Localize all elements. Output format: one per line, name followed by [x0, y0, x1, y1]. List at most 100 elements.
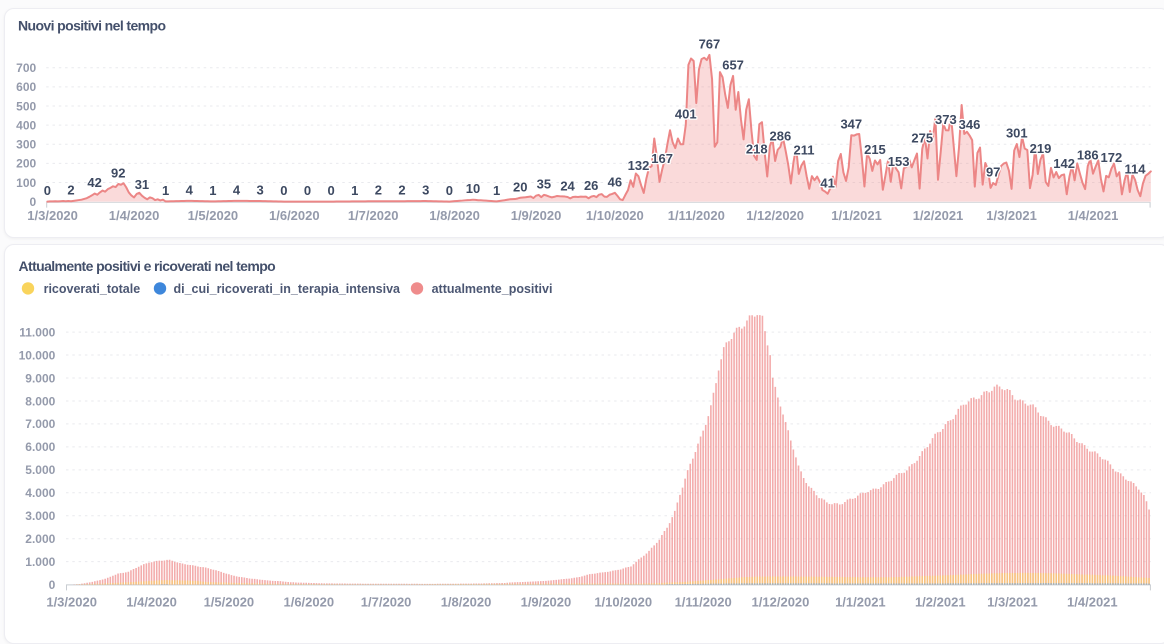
svg-text:1/8/2020: 1/8/2020	[429, 208, 480, 223]
svg-text:2: 2	[67, 183, 74, 198]
svg-text:7.000: 7.000	[25, 417, 55, 431]
svg-text:1/1/2021: 1/1/2021	[835, 594, 886, 609]
svg-text:1/4/2020: 1/4/2020	[126, 594, 177, 609]
svg-text:1/12/2020: 1/12/2020	[752, 594, 810, 609]
svg-text:1/4/2021: 1/4/2021	[1068, 208, 1119, 223]
svg-text:attualmente_positivi: attualmente_positivi	[432, 282, 553, 296]
svg-text:0: 0	[44, 183, 51, 198]
svg-text:1/4/2020: 1/4/2020	[109, 208, 160, 223]
svg-text:657: 657	[722, 57, 744, 72]
svg-text:1/7/2020: 1/7/2020	[348, 208, 399, 223]
svg-text:41: 41	[820, 175, 834, 190]
svg-text:0: 0	[30, 195, 37, 209]
svg-text:26: 26	[584, 178, 598, 193]
svg-text:346: 346	[959, 117, 981, 132]
svg-text:275: 275	[911, 131, 933, 146]
svg-text:1/6/2020: 1/6/2020	[283, 594, 334, 609]
svg-text:215: 215	[864, 142, 886, 157]
svg-text:1/2/2021: 1/2/2021	[915, 594, 966, 609]
svg-text:11.000: 11.000	[19, 325, 55, 339]
svg-text:0: 0	[304, 183, 311, 198]
svg-text:0: 0	[446, 183, 453, 198]
svg-text:1/4/2021: 1/4/2021	[1067, 594, 1118, 609]
svg-text:3.000: 3.000	[25, 509, 55, 523]
svg-text:301: 301	[1006, 126, 1028, 141]
svg-text:10.000: 10.000	[19, 348, 56, 362]
svg-text:1/3/2021: 1/3/2021	[986, 208, 1037, 223]
svg-text:114: 114	[1125, 161, 1147, 176]
svg-text:46: 46	[608, 174, 622, 189]
svg-text:172: 172	[1101, 150, 1123, 165]
svg-text:10: 10	[466, 181, 480, 196]
svg-text:1/8/2020: 1/8/2020	[441, 594, 492, 609]
svg-text:97: 97	[986, 165, 1000, 180]
svg-text:500: 500	[16, 99, 36, 113]
svg-text:1/6/2020: 1/6/2020	[269, 208, 320, 223]
svg-text:219: 219	[1030, 141, 1052, 156]
svg-text:100: 100	[16, 176, 36, 190]
svg-text:1/12/2020: 1/12/2020	[746, 208, 804, 223]
svg-text:24: 24	[560, 179, 575, 194]
svg-text:1/1/2021: 1/1/2021	[831, 208, 882, 223]
svg-text:218: 218	[746, 141, 768, 156]
svg-text:3: 3	[257, 183, 264, 198]
svg-text:700: 700	[16, 61, 36, 75]
svg-text:1: 1	[493, 183, 500, 198]
svg-text:286: 286	[770, 128, 792, 143]
svg-text:1.000: 1.000	[25, 555, 55, 569]
svg-text:600: 600	[16, 80, 36, 94]
svg-text:0: 0	[280, 183, 287, 198]
svg-text:1/5/2020: 1/5/2020	[204, 594, 255, 609]
svg-text:1/7/2020: 1/7/2020	[361, 594, 412, 609]
svg-text:2: 2	[375, 183, 382, 198]
svg-text:1: 1	[209, 183, 216, 198]
svg-text:1/11/2020: 1/11/2020	[675, 594, 732, 609]
svg-text:1/5/2020: 1/5/2020	[188, 208, 239, 223]
svg-text:167: 167	[651, 151, 673, 166]
svg-text:20: 20	[513, 179, 527, 194]
svg-text:767: 767	[699, 36, 721, 51]
svg-text:di_cui_ricoverati_in_terapia_i: di_cui_ricoverati_in_terapia_intensiva	[174, 282, 402, 296]
svg-text:1/2/2021: 1/2/2021	[913, 208, 964, 223]
svg-text:1/9/2020: 1/9/2020	[521, 594, 572, 609]
svg-text:186: 186	[1077, 148, 1099, 163]
svg-text:42: 42	[87, 175, 101, 190]
svg-text:1/3/2020: 1/3/2020	[46, 594, 97, 609]
svg-text:Attualmente positivi e ricover: Attualmente positivi e ricoverati nel te…	[19, 258, 276, 274]
svg-text:8.000: 8.000	[25, 394, 55, 408]
svg-text:0: 0	[49, 578, 56, 592]
svg-text:1: 1	[351, 183, 358, 198]
svg-text:2.000: 2.000	[25, 532, 55, 546]
svg-text:ricoverati_totale: ricoverati_totale	[44, 282, 141, 296]
svg-text:6.000: 6.000	[25, 440, 55, 454]
svg-text:211: 211	[794, 143, 815, 158]
svg-text:132: 132	[628, 158, 650, 173]
svg-text:400: 400	[16, 118, 36, 132]
svg-text:200: 200	[16, 157, 36, 171]
svg-text:401: 401	[675, 106, 697, 121]
svg-text:4: 4	[233, 182, 241, 197]
svg-text:92: 92	[111, 166, 125, 181]
svg-text:3: 3	[422, 183, 429, 198]
svg-text:1/3/2021: 1/3/2021	[987, 594, 1038, 609]
svg-text:4: 4	[186, 182, 194, 197]
svg-text:0: 0	[327, 183, 334, 198]
svg-text:153: 153	[888, 154, 910, 169]
svg-text:347: 347	[840, 117, 862, 132]
svg-text:1/3/2020: 1/3/2020	[27, 208, 78, 223]
svg-text:1: 1	[162, 183, 169, 198]
svg-text:31: 31	[135, 177, 149, 192]
svg-text:1/9/2020: 1/9/2020	[511, 208, 562, 223]
svg-text:142: 142	[1053, 156, 1075, 171]
svg-text:5.000: 5.000	[25, 463, 55, 477]
svg-text:373: 373	[935, 112, 957, 127]
svg-text:9.000: 9.000	[25, 371, 55, 385]
svg-text:4.000: 4.000	[25, 486, 55, 500]
svg-text:2: 2	[398, 183, 405, 198]
svg-text:1/10/2020: 1/10/2020	[594, 594, 652, 609]
svg-text:Nuovi positivi nel tempo: Nuovi positivi nel tempo	[18, 17, 165, 33]
svg-text:1/10/2020: 1/10/2020	[586, 208, 644, 223]
svg-text:35: 35	[537, 176, 551, 191]
svg-text:1/11/2020: 1/11/2020	[668, 208, 725, 223]
svg-text:300: 300	[16, 138, 36, 152]
